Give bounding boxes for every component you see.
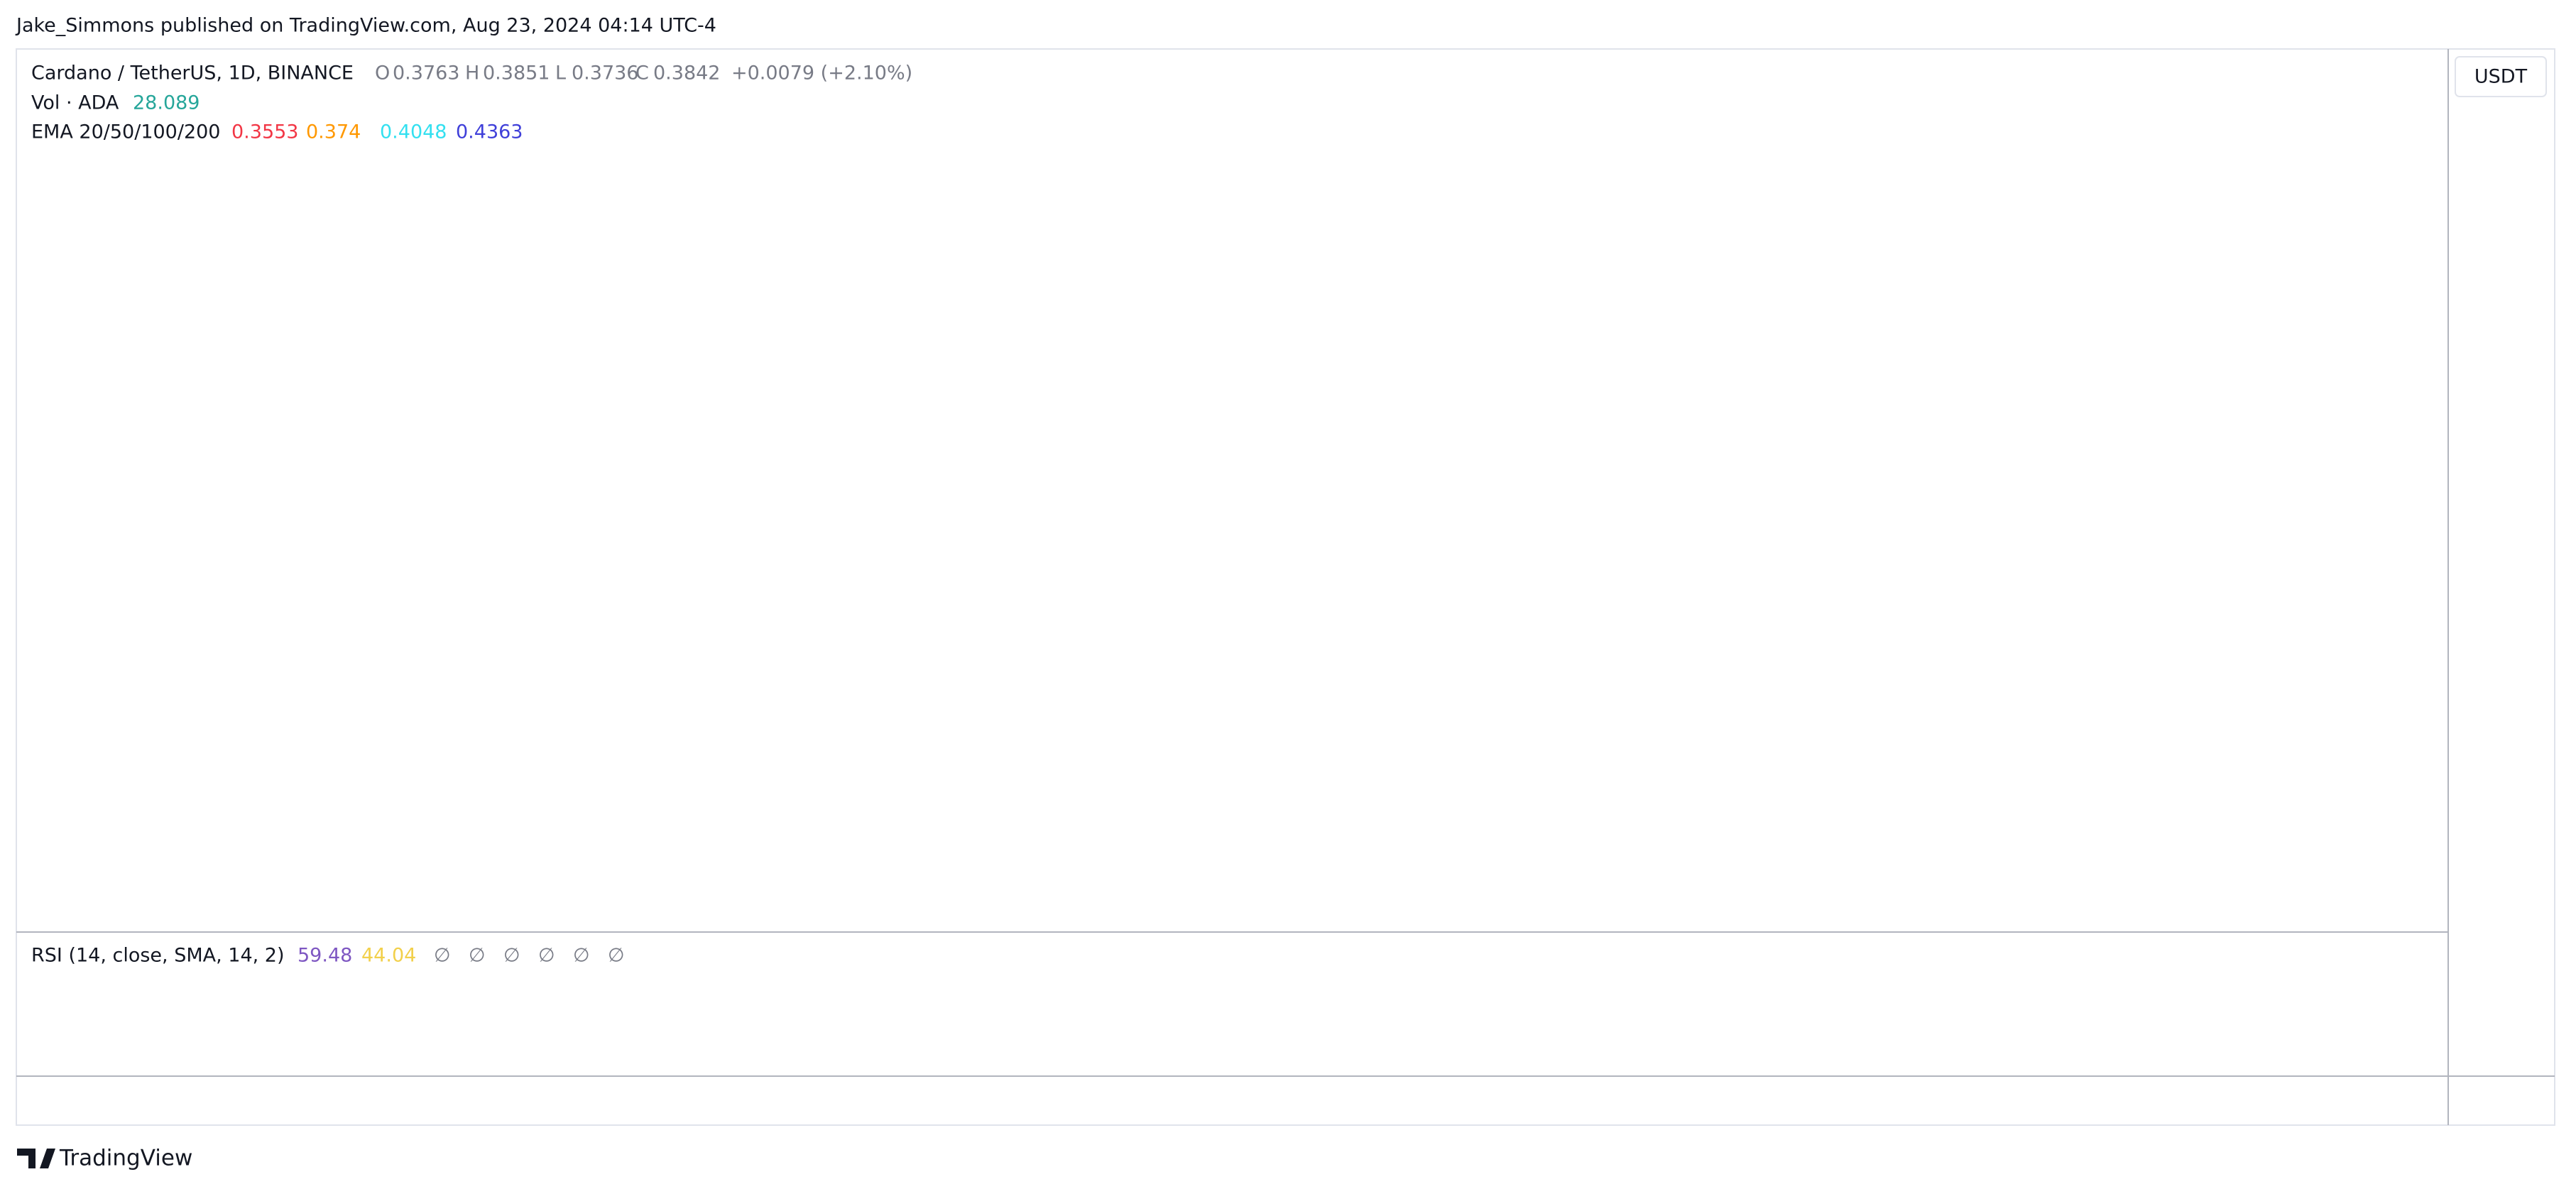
chart-frame [16, 48, 2555, 1126]
rsi-null: ∅ [469, 945, 486, 967]
change: +0.0079 (+2.10%) [731, 62, 912, 84]
rsi-null: ∅ [503, 945, 520, 967]
rsi-null: ∅ [538, 945, 555, 967]
ohlc-label: H [465, 62, 479, 84]
publisher: Jake_Simmons published on TradingView.co… [15, 15, 716, 37]
ema-value: 0.3553 [231, 121, 298, 143]
ohlc-label: C [635, 62, 649, 84]
ema-value: 0.374 [306, 121, 361, 143]
ohlc-value: 0.3763 [393, 62, 459, 84]
ema-value: 0.4048 [380, 121, 447, 143]
ohlc-value: 0.3736 [572, 62, 638, 84]
ohlc-label: O [375, 62, 390, 84]
legend: Cardano / TetherUS, 1D, BINANCE O 0.3763… [31, 62, 912, 967]
ema-label: EMA 20/50/100/200 [31, 121, 220, 143]
ohlc-label: L [555, 62, 566, 84]
rsi-value: 44.04 [361, 945, 416, 967]
footer: TradingView [17, 1146, 192, 1171]
currency[interactable]: USDT [2474, 66, 2528, 88]
rsi-null: ∅ [608, 945, 625, 967]
rsi-null: ∅ [573, 945, 590, 967]
logo-icon [17, 1149, 55, 1168]
ohlc-value: 0.3842 [653, 62, 720, 84]
rsi-title: RSI (14, close, SMA, 14, 2) [31, 945, 285, 967]
footer-logo: TradingView [59, 1146, 192, 1171]
rsi-null: ∅ [434, 945, 451, 967]
volume-value: 28.089 [133, 92, 200, 114]
currency-button[interactable] [2455, 56, 2547, 97]
ohlc-value: 0.3851 [483, 62, 550, 84]
volume-label: Vol · ADA [31, 92, 119, 114]
rsi-value: 59.48 [298, 945, 352, 967]
ema-value: 0.4363 [456, 121, 523, 143]
symbol: Cardano / TetherUS, 1D, BINANCE [31, 62, 354, 84]
